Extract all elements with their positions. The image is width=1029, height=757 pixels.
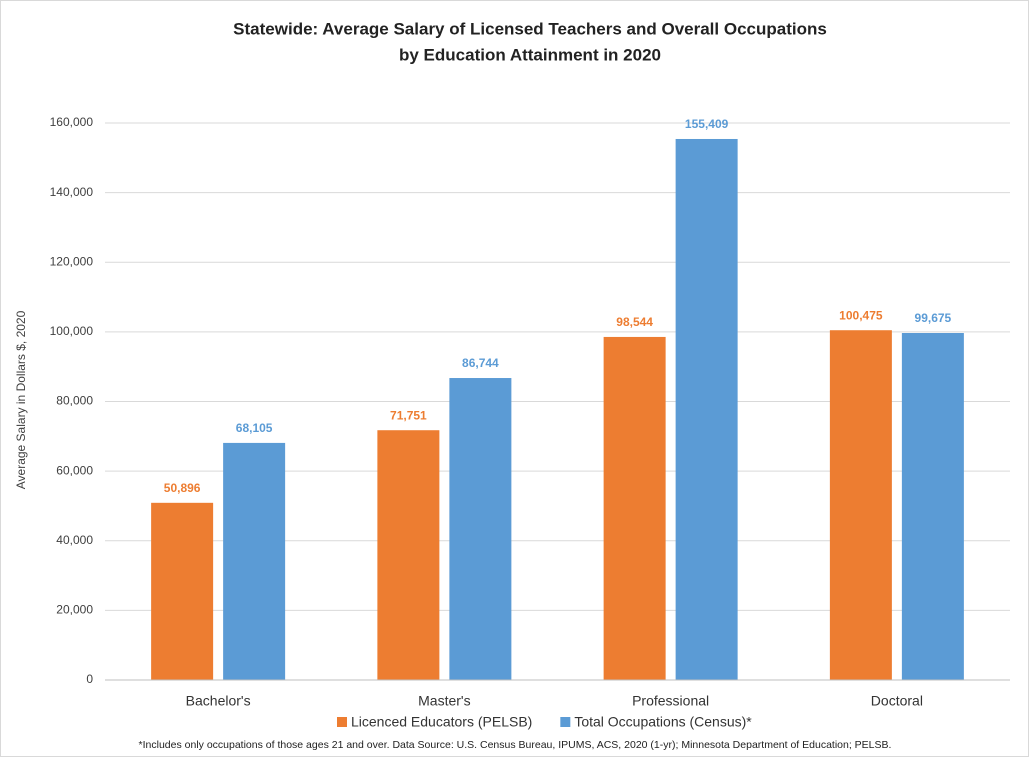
y-tick-label: 80,000 bbox=[56, 394, 93, 408]
value-label: 68,105 bbox=[236, 421, 273, 435]
x-tick-label: Professional bbox=[632, 693, 709, 709]
value-label: 50,896 bbox=[164, 481, 201, 495]
chart-title: by Education Attainment in 2020 bbox=[399, 45, 661, 64]
legend-swatch bbox=[337, 717, 347, 727]
y-tick-label: 20,000 bbox=[56, 603, 93, 617]
y-tick-label: 140,000 bbox=[50, 185, 94, 199]
bar bbox=[675, 138, 738, 680]
legend-label: Licenced Educators (PELSB) bbox=[351, 714, 532, 730]
value-label: 98,544 bbox=[616, 315, 653, 329]
bar bbox=[151, 502, 214, 680]
y-tick-label: 100,000 bbox=[50, 324, 94, 338]
chart-title: Statewide: Average Salary of Licensed Te… bbox=[233, 19, 827, 38]
bar bbox=[901, 333, 964, 680]
bar bbox=[449, 378, 512, 680]
bar bbox=[223, 442, 286, 680]
bar bbox=[829, 330, 892, 680]
y-tick-label: 0 bbox=[86, 672, 93, 686]
x-tick-label: Bachelor's bbox=[186, 693, 251, 709]
value-label: 155,409 bbox=[685, 117, 729, 131]
value-label: 99,675 bbox=[915, 311, 952, 325]
value-label: 71,751 bbox=[390, 408, 427, 422]
legend-label: Total Occupations (Census)* bbox=[574, 714, 752, 730]
footnote: *Includes only occupations of those ages… bbox=[139, 739, 892, 751]
value-label: 86,744 bbox=[462, 356, 499, 370]
bar bbox=[603, 336, 666, 680]
y-tick-label: 120,000 bbox=[50, 254, 94, 268]
y-tick-label: 160,000 bbox=[50, 115, 94, 129]
bar bbox=[377, 430, 440, 680]
y-axis-label: Average Salary in Dollars $, 2020 bbox=[14, 310, 28, 489]
legend-swatch bbox=[560, 717, 571, 727]
x-tick-label: Master's bbox=[418, 693, 470, 709]
value-label: 100,475 bbox=[839, 308, 883, 322]
y-tick-label: 40,000 bbox=[56, 533, 93, 547]
x-tick-label: Doctoral bbox=[871, 693, 923, 709]
y-tick-label: 60,000 bbox=[56, 463, 93, 477]
